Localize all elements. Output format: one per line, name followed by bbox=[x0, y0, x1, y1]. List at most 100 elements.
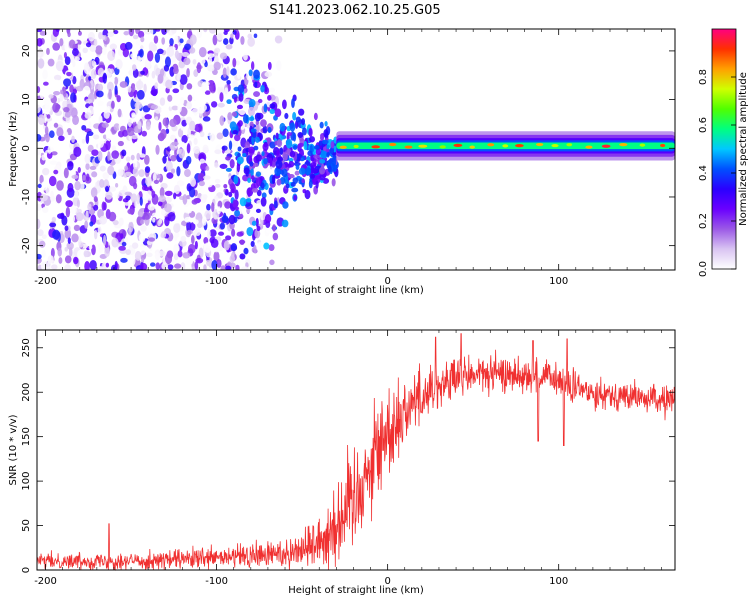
heatmap-cell bbox=[179, 74, 188, 85]
heatmap-cell bbox=[307, 150, 313, 157]
heatmap-cell bbox=[169, 118, 177, 128]
heatmap-cell bbox=[226, 66, 230, 77]
heatmap-cell bbox=[262, 125, 268, 134]
heatmap-cell bbox=[331, 178, 336, 187]
heatmap-cell bbox=[81, 124, 87, 131]
heatmap-cell bbox=[90, 69, 97, 80]
heatmap-cell bbox=[64, 225, 69, 231]
heatmap-x-tick-label: -200 bbox=[34, 276, 57, 287]
heatmap-cell bbox=[153, 179, 160, 184]
heatmap-cell bbox=[173, 253, 179, 261]
heatmap-cell bbox=[97, 83, 104, 92]
heatmap-cell bbox=[89, 221, 94, 227]
heatmap-cell bbox=[166, 46, 175, 58]
heatmap-y-tick-label: -10 bbox=[21, 189, 32, 205]
heatmap-cell bbox=[253, 69, 260, 79]
heatmap-cell bbox=[141, 185, 147, 191]
heatmap-cell bbox=[264, 71, 273, 78]
heatmap-cell bbox=[140, 219, 145, 225]
heatmap-cell bbox=[213, 61, 221, 71]
heatmap-cell bbox=[40, 261, 49, 270]
heatmap-cell bbox=[222, 128, 229, 138]
heatmap-cell bbox=[146, 252, 153, 258]
heatmap-cell bbox=[68, 39, 76, 49]
heatmap-cell bbox=[90, 187, 98, 198]
heatmap-cell bbox=[156, 48, 164, 55]
heatmap-cell bbox=[74, 180, 81, 191]
heatmap-cell bbox=[230, 33, 234, 39]
heatmap-cell bbox=[184, 216, 192, 223]
heatmap-cell bbox=[184, 207, 192, 214]
heatmap-cell bbox=[211, 109, 219, 117]
heatmap-cell bbox=[106, 81, 114, 92]
heatmap-cell bbox=[232, 57, 237, 68]
heatmap-cell bbox=[150, 29, 154, 36]
heatmap-cell bbox=[72, 59, 76, 68]
heatmap-x-tick-label: -100 bbox=[205, 276, 228, 287]
heatmap-cell bbox=[164, 56, 171, 68]
heatmap-cell bbox=[169, 110, 177, 116]
heatmap-cell bbox=[144, 154, 150, 165]
heatmap-cell bbox=[46, 151, 53, 159]
heatmap-cell bbox=[73, 146, 82, 158]
heatmap-cell bbox=[39, 30, 47, 36]
heatmap-cell bbox=[288, 173, 295, 179]
heatmap-cell bbox=[53, 169, 59, 175]
heatmap-cell bbox=[67, 31, 71, 38]
heatmap-cell bbox=[64, 264, 72, 270]
heatmap-cell bbox=[639, 143, 646, 147]
heatmap-cell bbox=[221, 215, 229, 224]
heatmap-cell bbox=[77, 249, 83, 259]
heatmap-cell bbox=[37, 218, 41, 230]
heatmap-cell bbox=[106, 105, 111, 111]
heatmap-cell bbox=[276, 139, 283, 148]
heatmap-cell bbox=[61, 198, 65, 204]
heatmap-cell bbox=[256, 225, 261, 232]
heatmap-cell bbox=[274, 108, 282, 117]
snr-y-tick-label: 250 bbox=[21, 338, 32, 357]
heatmap-cell bbox=[136, 152, 141, 161]
heatmap-cell bbox=[150, 89, 158, 96]
heatmap-cell bbox=[269, 141, 276, 149]
heatmap-cell bbox=[315, 180, 319, 189]
heatmap-cell bbox=[193, 92, 201, 101]
heatmap-cell bbox=[229, 36, 234, 45]
snr-x-tick-label: -200 bbox=[34, 576, 57, 587]
heatmap-cell bbox=[234, 189, 239, 200]
heatmap-cell bbox=[101, 34, 106, 41]
heatmap-cell bbox=[253, 145, 259, 151]
colorbar-gradient bbox=[711, 28, 737, 270]
snr-y-axis: 0 50 100 150 200 250 bbox=[21, 338, 675, 573]
heatmap-cell bbox=[322, 139, 329, 145]
heatmap-cell bbox=[262, 142, 269, 151]
snr-y-axis-label: SNR (10 * v/v) bbox=[8, 414, 19, 485]
heatmap-cell bbox=[225, 44, 233, 50]
heatmap-cell bbox=[102, 172, 110, 180]
heatmap-cell bbox=[155, 262, 160, 270]
heatmap-cell bbox=[125, 236, 129, 245]
heatmap-cell bbox=[93, 38, 98, 47]
heatmap-cell bbox=[208, 83, 215, 93]
heatmap-cell bbox=[269, 108, 276, 114]
heatmap-cell bbox=[132, 34, 139, 40]
heatmap-cell bbox=[72, 76, 77, 85]
heatmap-cell bbox=[37, 58, 45, 69]
heatmap-cell bbox=[257, 98, 263, 104]
heatmap-cell bbox=[289, 122, 296, 132]
heatmap-cell bbox=[91, 171, 98, 178]
heatmap-cell bbox=[74, 190, 79, 199]
heatmap-cell bbox=[37, 203, 42, 211]
heatmap-cell bbox=[186, 229, 192, 236]
heatmap-cell bbox=[120, 257, 128, 263]
heatmap-cell bbox=[37, 114, 45, 126]
heatmap-cell bbox=[146, 190, 153, 201]
heatmap-y-axis-label: Frequency (Hz) bbox=[8, 111, 19, 187]
heatmap-cell bbox=[176, 166, 181, 177]
heatmap-cell bbox=[226, 79, 231, 85]
heatmap-cell bbox=[155, 144, 160, 155]
heatmap-cell bbox=[128, 226, 132, 236]
heatmap-cell bbox=[203, 194, 208, 200]
heatmap-cell bbox=[128, 29, 135, 37]
heatmap-cell bbox=[196, 62, 202, 74]
